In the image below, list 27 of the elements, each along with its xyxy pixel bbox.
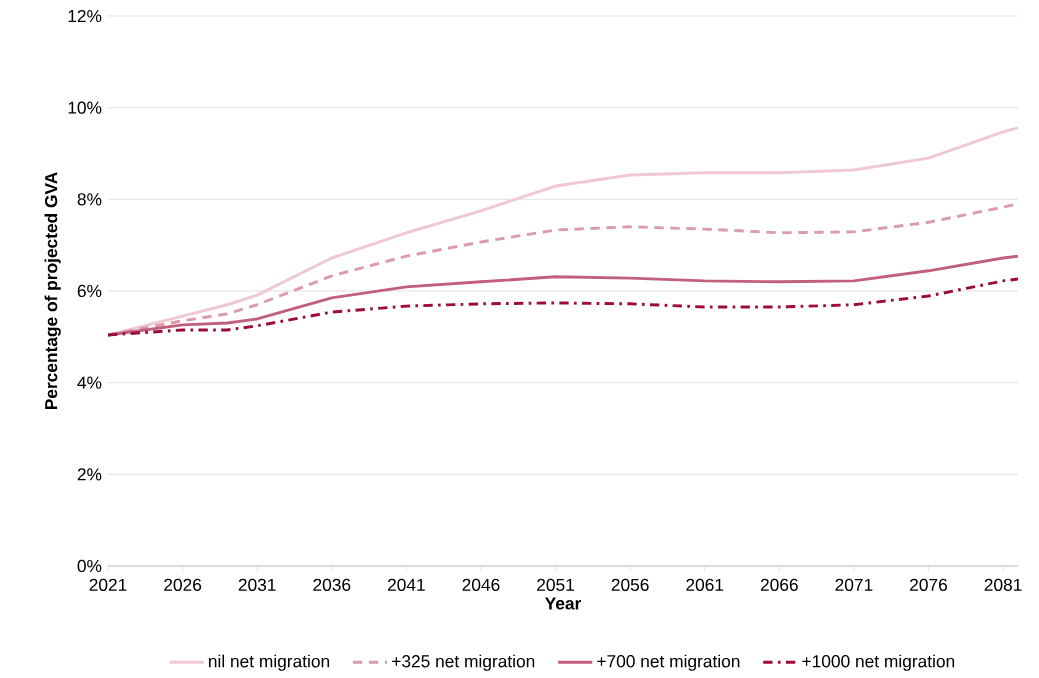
x-tick-label: 2081: [984, 578, 1022, 591]
x-tick-label: 2076: [910, 578, 948, 591]
x-tick-label: 2026: [164, 578, 202, 591]
x-tick-label: 2041: [387, 578, 425, 591]
x-tick-label: 2036: [313, 578, 351, 591]
y-tick-label: 4%: [77, 376, 102, 389]
x-tick-label: 2046: [462, 578, 500, 591]
x-tick-label: 2056: [611, 578, 649, 591]
x-tick-label: 2061: [686, 578, 724, 591]
x-axis-title: Year: [544, 597, 582, 610]
legend-label: +1000 net migration: [802, 654, 955, 671]
y-tick-label: 2%: [77, 468, 102, 481]
legend-label: +700 net migration: [597, 654, 740, 671]
legend-label: nil net migration: [208, 654, 330, 671]
y-tick-label: 0%: [77, 559, 102, 573]
legend-label: +325 net migration: [392, 654, 535, 671]
y-axis-title: Percentage of projected GVA: [44, 172, 61, 410]
x-tick-label: 2071: [835, 578, 873, 591]
y-tick-label: 12%: [68, 9, 102, 23]
y-tick-label: 8%: [77, 193, 102, 206]
x-tick-label: 2051: [537, 578, 574, 591]
line-series: [108, 277, 1018, 337]
x-tick-label: 2031: [238, 578, 276, 591]
y-tick-label: 10%: [68, 101, 102, 114]
y-tick-label: 6%: [77, 284, 102, 298]
x-tick-label: 2066: [760, 578, 798, 591]
x-tick-label: 2021: [89, 578, 127, 591]
